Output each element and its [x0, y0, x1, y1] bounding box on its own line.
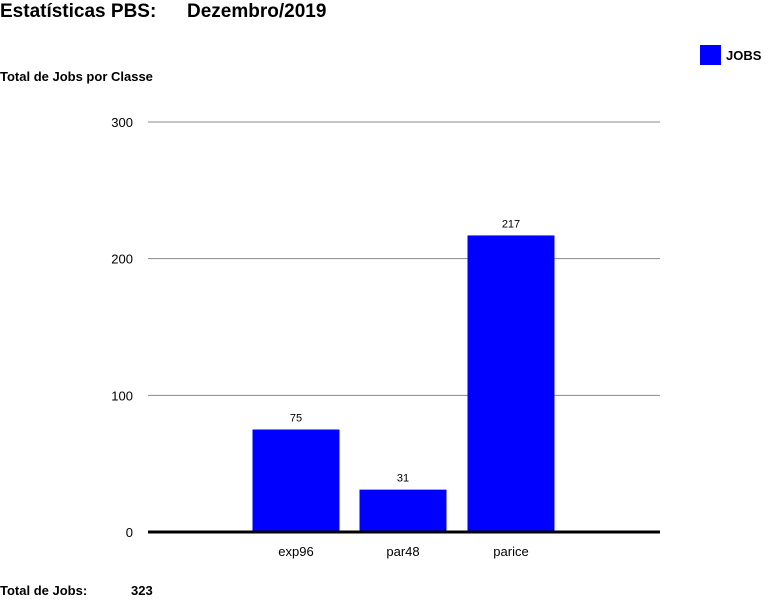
legend-label-jobs: JOBS [726, 48, 762, 63]
bar-par48 [359, 489, 447, 532]
total-jobs-value: 323 [131, 583, 153, 598]
y-tick-label: 300 [111, 115, 133, 130]
legend-swatch-jobs [700, 45, 721, 65]
period-label: Dezembro/2019 [187, 1, 327, 22]
y-tick-label: 100 [111, 388, 133, 403]
total-jobs-label: Total de Jobs: [0, 583, 88, 598]
x-tick-label: exp96 [278, 544, 313, 559]
chart-title: Total de Jobs por Classe [0, 69, 153, 84]
bar-exp96 [252, 429, 340, 532]
y-tick-label: 0 [126, 525, 133, 540]
bar-parice [467, 235, 555, 532]
page-title: Estatísticas PBS: [0, 1, 157, 22]
y-tick-label: 200 [111, 252, 133, 267]
data-label: 75 [290, 413, 302, 425]
data-label: 31 [397, 473, 409, 485]
total-jobs-row: Total de Jobs: 323 [0, 583, 153, 598]
x-tick-label: par48 [386, 544, 419, 559]
data-label: 217 [502, 218, 520, 230]
x-tick-label: parice [493, 544, 528, 559]
